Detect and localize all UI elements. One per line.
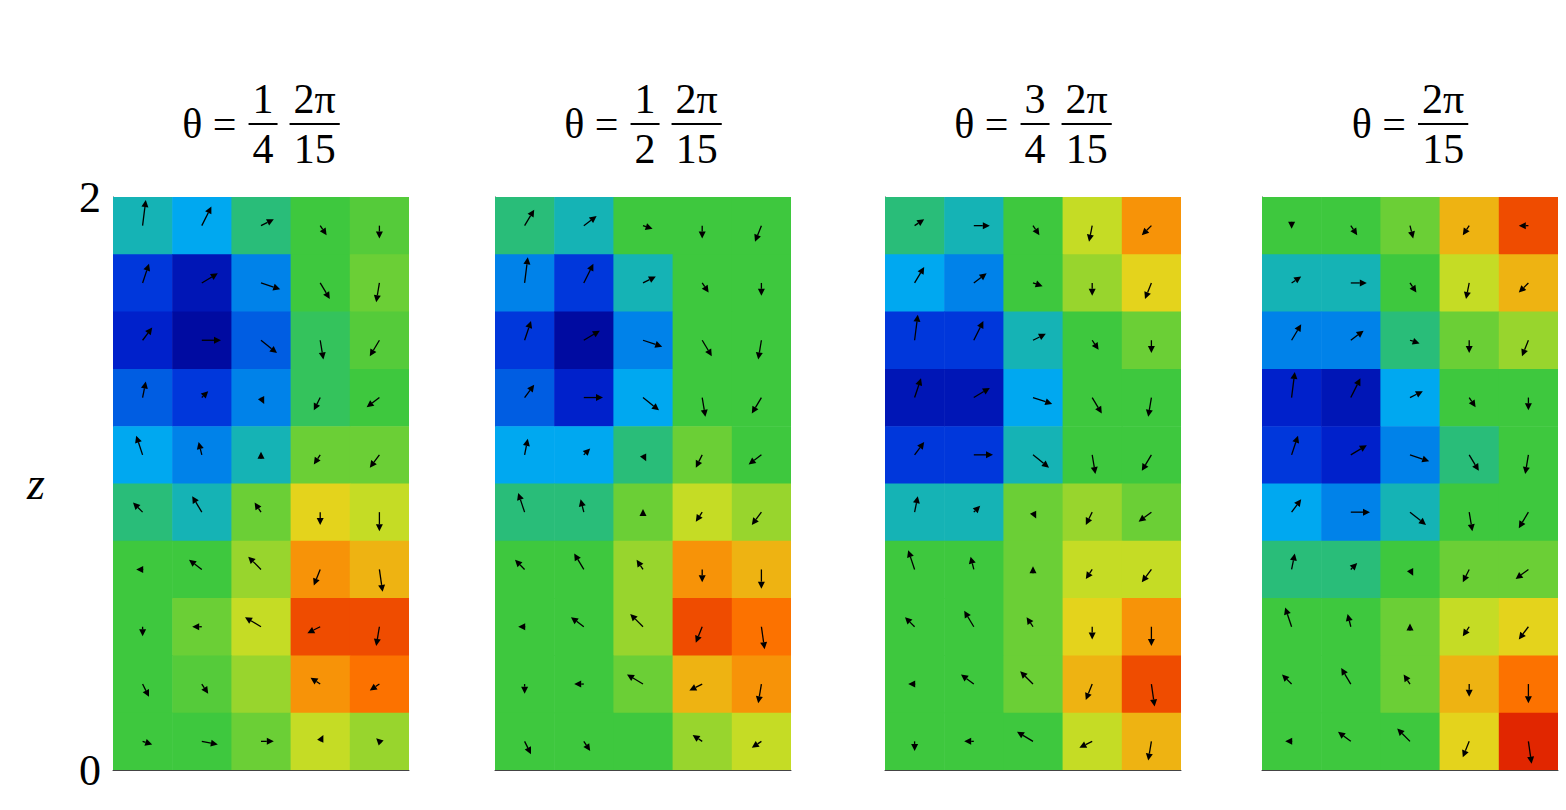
- svg-text:θ =: θ =: [1352, 101, 1406, 147]
- svg-text:θ =: θ =: [182, 101, 236, 147]
- svg-text:2: 2: [79, 173, 101, 222]
- svg-text:4: 4: [253, 126, 274, 172]
- svg-text:1: 1: [253, 76, 274, 122]
- svg-text:2: 2: [635, 126, 656, 172]
- svg-text:2π: 2π: [1066, 76, 1108, 122]
- svg-text:θ =: θ =: [954, 101, 1008, 147]
- svg-text:0: 0: [79, 746, 101, 795]
- svg-text:15: 15: [676, 126, 718, 172]
- svg-text:θ =: θ =: [564, 101, 618, 147]
- svg-text:1: 1: [635, 76, 656, 122]
- svg-text:z: z: [26, 458, 45, 509]
- svg-text:15: 15: [1066, 126, 1108, 172]
- svg-text:2π: 2π: [294, 76, 336, 122]
- svg-text:4: 4: [1025, 126, 1046, 172]
- svg-text:2π: 2π: [1422, 76, 1464, 122]
- svg-text:3: 3: [1025, 76, 1046, 122]
- svg-text:15: 15: [1422, 126, 1464, 172]
- svg-text:2π: 2π: [676, 76, 718, 122]
- svg-text:15: 15: [294, 126, 336, 172]
